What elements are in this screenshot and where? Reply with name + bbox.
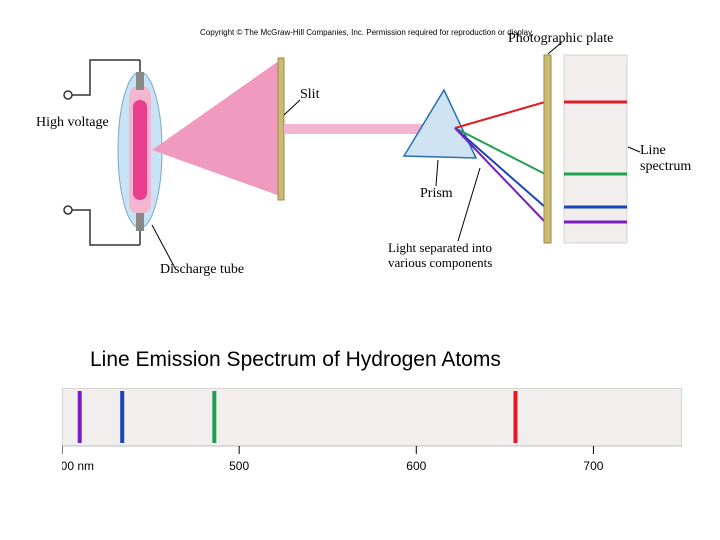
apparatus-diagram xyxy=(0,0,720,320)
axis-tick-label: 400 nm xyxy=(62,459,94,473)
page-title: Line Emission Spectrum of Hydrogen Atoms xyxy=(90,348,501,372)
emission-cone xyxy=(152,60,280,196)
label-high-voltage: High voltage xyxy=(36,115,109,131)
prism-pointer xyxy=(436,160,438,186)
light-separated-pointer xyxy=(458,168,480,241)
spectrum-panel xyxy=(564,55,627,243)
axis-tick-label: 500 xyxy=(229,459,249,473)
axis-tick-label: 600 xyxy=(406,459,426,473)
label-prism: Prism xyxy=(420,186,453,202)
narrow-beam xyxy=(284,124,430,134)
line-spectrum-pointer xyxy=(628,147,640,152)
photographic-plate xyxy=(544,55,551,243)
label-light-separated: Light separated into various components xyxy=(388,241,492,271)
label-slit: Slit xyxy=(300,87,319,103)
axis-tick-label: 700 xyxy=(583,459,603,473)
dispersed-rays xyxy=(455,102,545,222)
spectrum-bar-bg xyxy=(62,388,682,446)
slit-bar xyxy=(278,58,284,200)
label-photographic-plate: Photographic plate xyxy=(508,31,613,47)
label-line-spectrum: Line spectrum xyxy=(640,143,691,175)
slit-pointer xyxy=(284,100,300,115)
spectrum-bar-ticks: 400 nm 500 600 700 xyxy=(62,446,604,473)
label-discharge-tube: Discharge tube xyxy=(160,262,244,278)
spectrum-bar: 400 nm 500 600 700 xyxy=(62,388,682,488)
discharge-tube xyxy=(118,72,175,268)
label-high-voltage-line1: High voltage xyxy=(36,115,109,130)
